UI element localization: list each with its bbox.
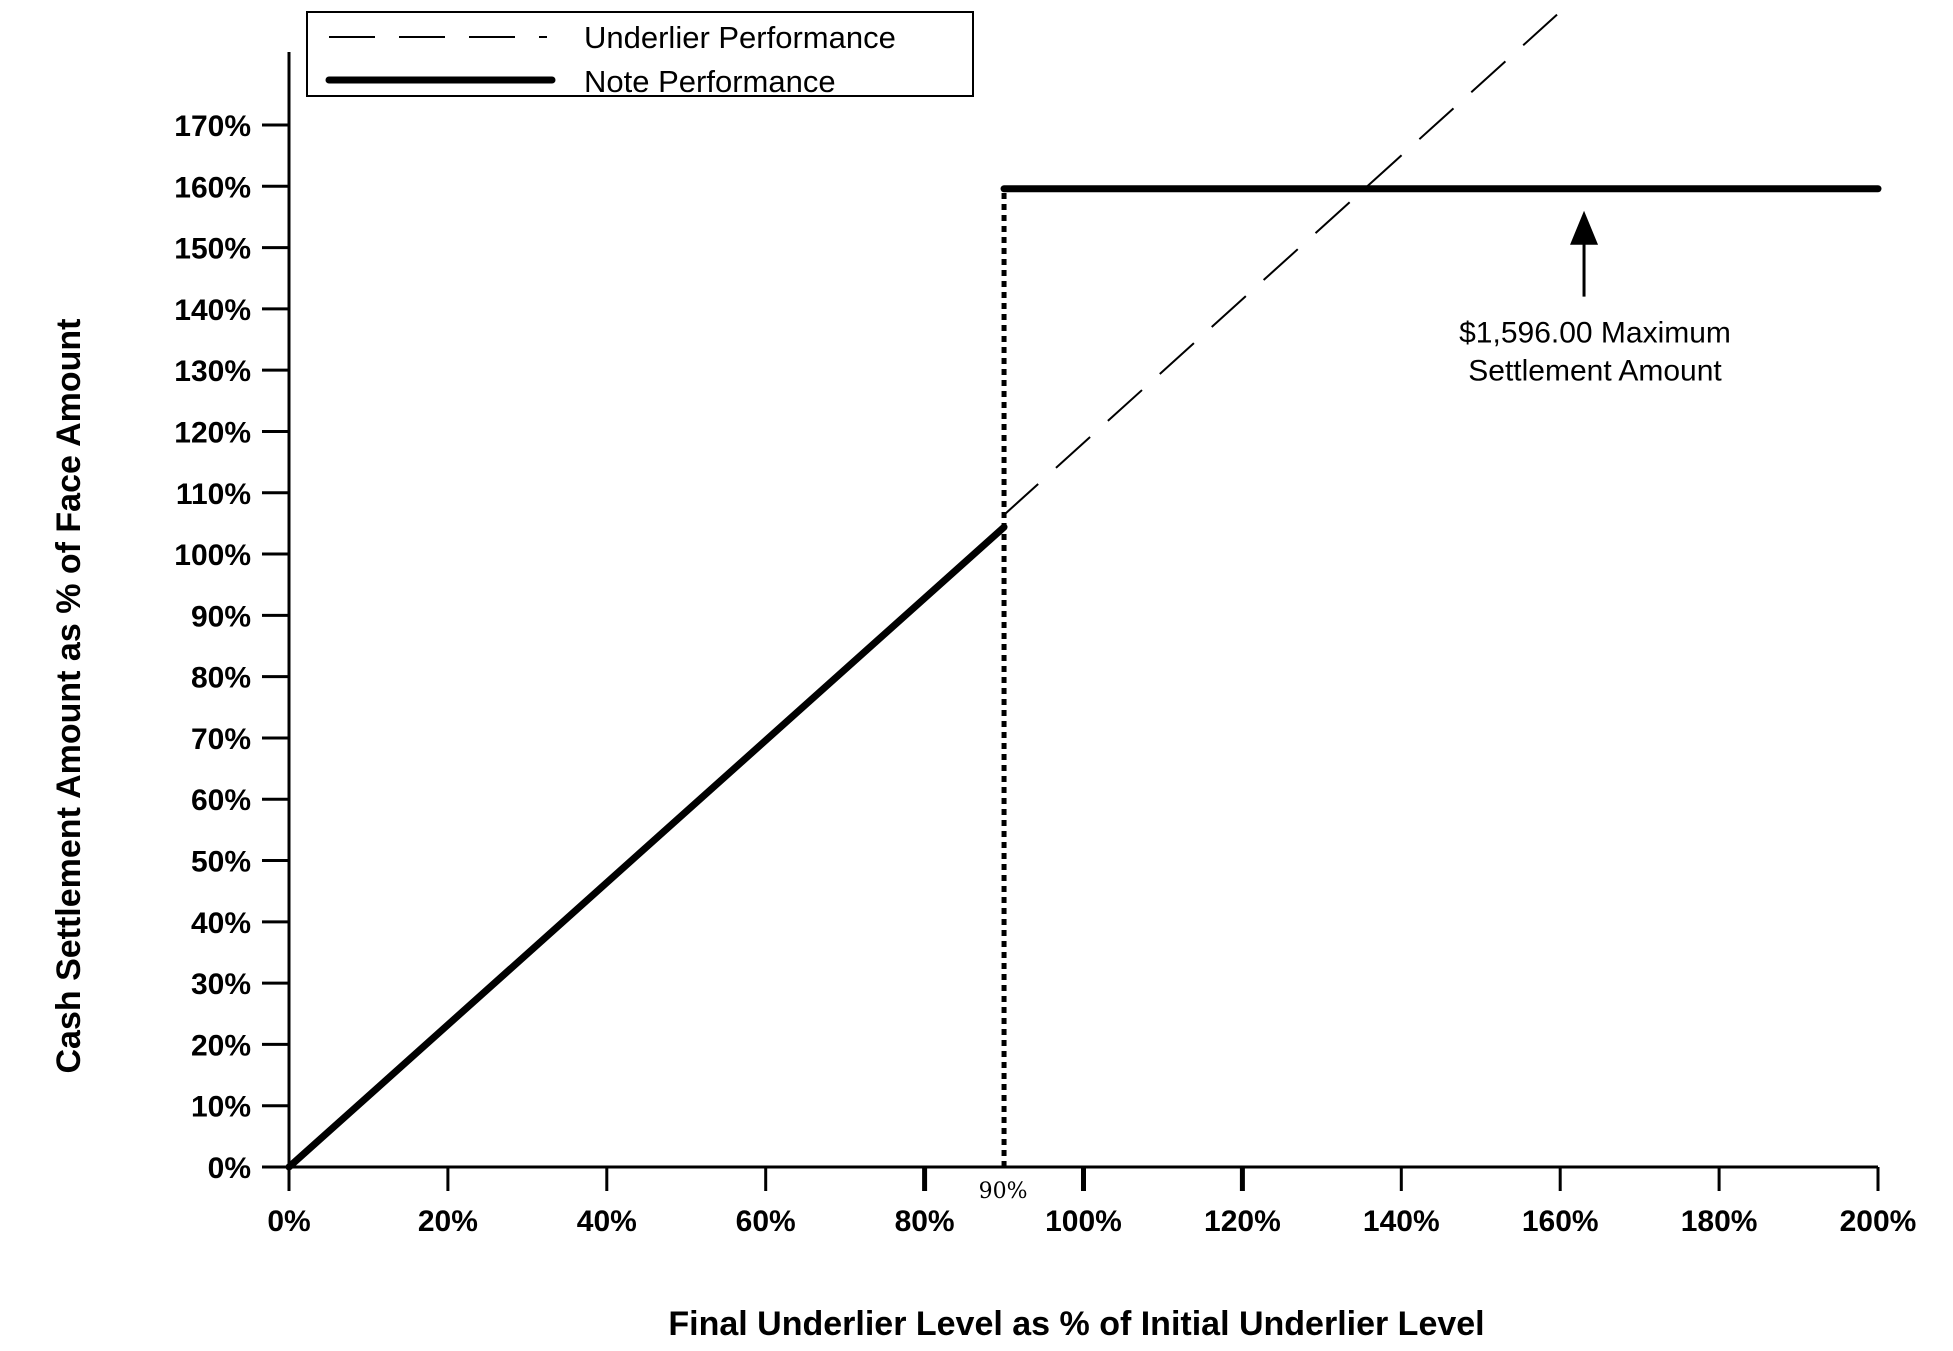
x-tick-label: 200% [1840,1205,1917,1238]
y-tick-label: 20% [191,1029,251,1062]
underlier-performance-line [1003,13,1558,516]
x-tick-label: 180% [1681,1205,1758,1238]
y-tick-label: 50% [191,846,251,879]
y-tick-label: 140% [174,294,251,327]
x-tick-label: 0% [267,1205,310,1238]
threshold-label: 90% [979,1179,1028,1204]
x-tick-label: 100% [1045,1205,1122,1238]
y-tick-label: 110% [176,478,251,511]
y-tick-label: 80% [191,662,251,695]
y-axis-title: Cash Settlement Amount as % of Face Amou… [50,318,88,1073]
y-tick-label: 90% [191,600,251,633]
annotation-text-line: Settlement Amount [1468,355,1722,388]
legend-label: Underlier Performance [584,20,896,55]
annotation-text-line: $1,596.00 Maximum [1459,317,1731,350]
x-tick-label: 140% [1363,1205,1440,1238]
annotation-arrow-head [1570,210,1599,245]
y-tick-label: 10% [191,1091,251,1124]
y-tick-label: 70% [191,723,251,756]
x-tick-label: 80% [895,1205,955,1238]
note-performance-line [285,523,1008,1171]
y-tick-label: 150% [174,233,251,266]
y-tick-label: 120% [174,416,251,449]
legend-label: Note Performance [584,64,836,99]
y-tick-label: 100% [174,539,251,572]
x-tick-label: 60% [736,1205,796,1238]
y-tick-label: 160% [174,171,251,204]
x-tick-label: 40% [577,1205,637,1238]
y-tick-label: 170% [174,110,251,143]
y-tick-label: 130% [174,355,251,388]
y-tick-label: 30% [191,968,251,1001]
x-axis-title: Final Underlier Level as % of Initial Un… [668,1305,1484,1343]
y-tick-label: 0% [208,1152,251,1185]
y-tick-label: 40% [191,907,251,940]
x-tick-label: 120% [1204,1205,1281,1238]
x-tick-label: 160% [1522,1205,1599,1238]
y-tick-label: 60% [191,784,251,817]
x-tick-label: 20% [418,1205,478,1238]
